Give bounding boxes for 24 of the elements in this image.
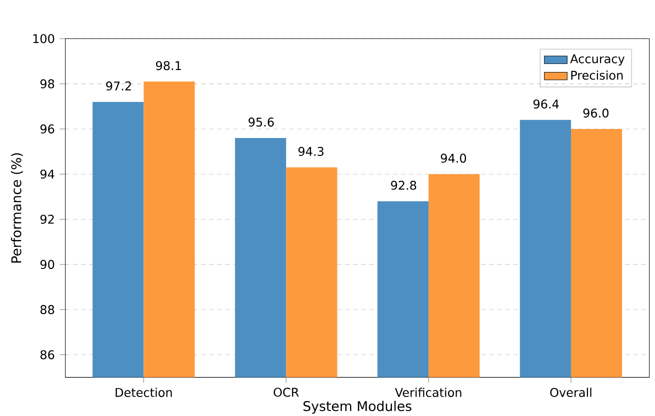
y-axis-title: Performance (%) xyxy=(10,153,23,263)
x-tick-label: Verification xyxy=(394,388,462,398)
y-tick-label: 88 xyxy=(40,305,54,314)
data-label: 96.0 xyxy=(583,108,608,118)
y-tick-label: 90 xyxy=(40,260,54,269)
legend-label: Accuracy xyxy=(570,54,625,66)
data-label: 95.6 xyxy=(248,118,274,127)
y-tick-label: 96 xyxy=(40,124,54,134)
x-tick-label: OCR xyxy=(274,388,299,397)
y-tick-label: 98 xyxy=(40,79,54,88)
x-tick-label: Detection xyxy=(116,388,172,398)
data-label: 94.0 xyxy=(440,154,466,163)
data-label: 92.8 xyxy=(391,180,416,190)
data-label: 97.2 xyxy=(106,81,131,90)
y-tick-label: 86 xyxy=(40,350,54,360)
y-tick-label: 94 xyxy=(40,170,54,179)
y-tick-label: 92 xyxy=(40,214,54,224)
data-label: 96.4 xyxy=(533,99,559,109)
data-label: 98.1 xyxy=(156,61,181,70)
y-tick-label: 100 xyxy=(33,34,54,44)
x-tick-label: Overall xyxy=(550,388,592,398)
x-axis-title: System Modules xyxy=(304,400,412,414)
data-label: 94.3 xyxy=(298,146,324,156)
legend-label: Precision xyxy=(571,70,623,80)
